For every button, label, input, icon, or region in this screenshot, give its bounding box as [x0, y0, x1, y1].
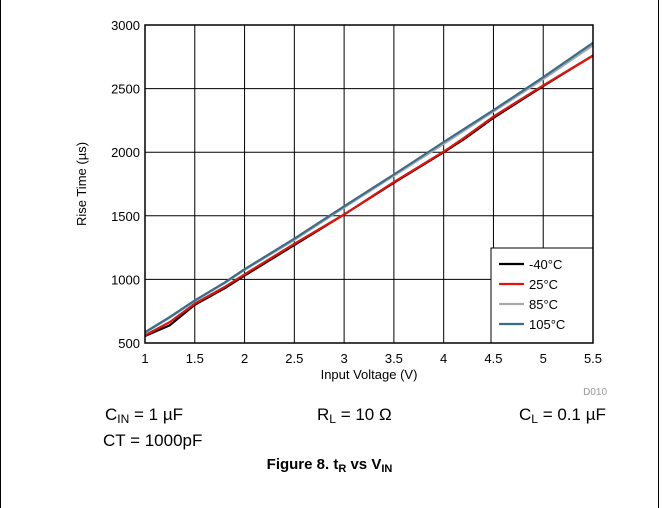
rl-condition: RL = 10 Ω — [317, 405, 392, 426]
y-tick-label: 1000 — [111, 272, 140, 287]
caption-subscript-in: IN — [381, 463, 393, 475]
series-line-3 — [144, 41, 594, 334]
x-tick-label: 4.5 — [484, 351, 502, 366]
rl-symbol: R — [317, 405, 330, 424]
rl-subscript: L — [329, 412, 336, 426]
cin-subscript: IN — [117, 412, 130, 426]
x-tick-label: 5.5 — [584, 351, 602, 366]
x-tick-label: 3.5 — [385, 351, 403, 366]
x-tick-label: 5 — [540, 351, 547, 366]
y-tick-label: 500 — [118, 336, 140, 351]
plot-area-border — [144, 24, 594, 344]
caption-subscript-r: R — [338, 463, 347, 475]
legend-label-0: -40°C — [529, 257, 562, 272]
y-axis-label: Rise Time (µs) — [74, 142, 89, 226]
cin-condition: CIN = 1 µF — [105, 405, 183, 426]
y-tick-label: 2500 — [111, 82, 140, 97]
cin-symbol: C — [105, 405, 118, 424]
x-tick-label: 1.5 — [186, 351, 204, 366]
caption-prefix: Figure 8. t — [266, 456, 339, 473]
x-tick-label: 2 — [241, 351, 248, 366]
y-tick-label: 1500 — [111, 209, 140, 224]
rise-time-chart: 1 1.5 2 2.5 3 3.5 4 4.5 5 5.5 500 1000 1500 2000 2500 3… — [74, 18, 607, 398]
x-tick-label: 1 — [141, 351, 148, 366]
rl-value: = 10 Ω — [335, 405, 392, 424]
ct-condition: CT = 1000pF — [103, 431, 203, 450]
cl-subscript: L — [531, 412, 538, 426]
cl-value: = 0.1 µF — [537, 405, 606, 424]
y-tick-label: 3000 — [111, 18, 140, 33]
legend-label-1: 25°C — [529, 277, 558, 292]
x-tick-label: 4 — [440, 351, 447, 366]
caption-middle: vs V — [346, 456, 382, 473]
cl-symbol: C — [519, 405, 532, 424]
x-tick-label: 2.5 — [285, 351, 303, 366]
figure-code: D010 — [583, 387, 607, 398]
x-tick-label: 3 — [340, 351, 347, 366]
y-tick-label: 2000 — [111, 145, 140, 160]
cl-condition: CL = 0.1 µF — [519, 405, 606, 426]
cin-value: = 1 µF — [129, 405, 184, 424]
figure-caption: Figure 8. tR vs VIN — [0, 456, 659, 475]
x-axis-label: Input Voltage (V) — [321, 367, 418, 382]
legend-label-2: 85°C — [529, 297, 558, 312]
legend-label-3: 105°C — [529, 317, 565, 332]
series-line-1 — [144, 54, 594, 337]
